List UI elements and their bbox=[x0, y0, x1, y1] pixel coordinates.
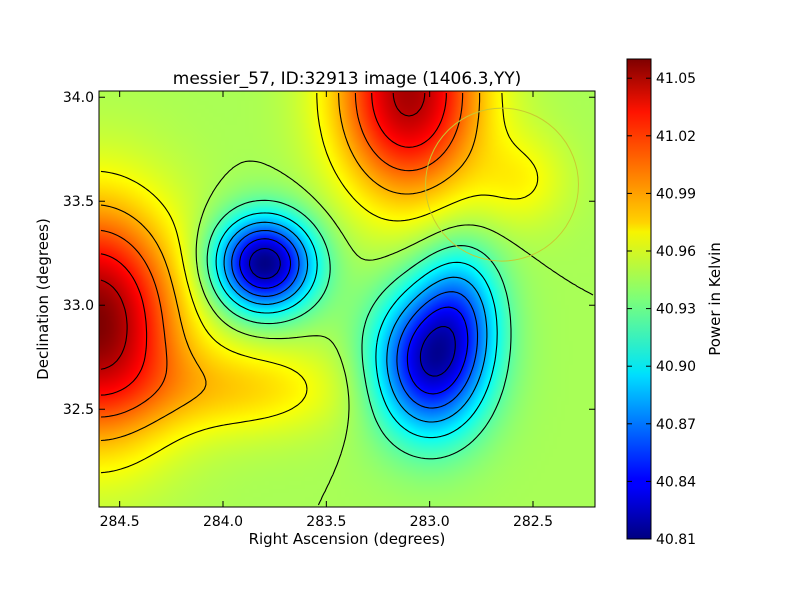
x-tick-label: 282.5 bbox=[513, 514, 553, 530]
contour-line bbox=[206, 199, 512, 460]
heatmap-image bbox=[99, 91, 595, 507]
contour-line bbox=[215, 212, 498, 439]
contour-line bbox=[231, 229, 479, 409]
colorbar-tick-label: 40.81 bbox=[656, 532, 696, 548]
contour-line bbox=[100, 92, 464, 418]
contour-line bbox=[100, 92, 447, 396]
contour-lines bbox=[100, 92, 594, 506]
colorbar: 40.81 40.84 40.87 40.90 40.93 40.96 40.99 41.02… bbox=[626, 58, 724, 548]
colorbar-tick-label: 40.96 bbox=[656, 244, 696, 260]
beam-circle bbox=[425, 107, 579, 262]
y-tick-label: 32.5 bbox=[63, 402, 94, 418]
contour-line bbox=[100, 92, 426, 370]
colorbar-tick-label: 40.99 bbox=[656, 186, 696, 202]
y-axis-label: Declination (degrees) bbox=[34, 218, 52, 380]
x-axis-label: Right Ascension (degrees) bbox=[249, 530, 446, 548]
colorbar-tick-label: 40.84 bbox=[656, 474, 696, 490]
y-axis-ticks: 32.5 33.0 33.5 34.0 bbox=[63, 90, 595, 418]
plot-area: 284.5 284.0 283.5 283.0 282.5 32.5 33.0 33.5 34… bbox=[63, 90, 596, 530]
colorbar-label: Power in Kelvin bbox=[706, 242, 724, 356]
contour-line bbox=[239, 238, 469, 395]
colorbar-tick-label: 41.02 bbox=[656, 129, 696, 145]
colorbar-tick-label: 41.05 bbox=[656, 71, 696, 87]
x-tick-label: 283.5 bbox=[306, 514, 346, 530]
contour-line bbox=[248, 247, 456, 377]
colorbar-tick-label: 40.87 bbox=[656, 417, 696, 433]
x-tick-label: 284.5 bbox=[100, 514, 140, 530]
chart-title: messier_57, ID:32913 image (1406.3,YY) bbox=[173, 69, 521, 89]
plot-frame bbox=[98, 90, 596, 508]
contour-line bbox=[223, 221, 488, 423]
contour-line bbox=[100, 92, 481, 442]
x-tick-label: 284.0 bbox=[203, 514, 243, 530]
colorbar-tick-label: 40.93 bbox=[656, 302, 696, 318]
contour-line bbox=[195, 160, 594, 506]
y-tick-label: 33.0 bbox=[63, 298, 94, 314]
x-tick-label: 283.0 bbox=[410, 514, 450, 530]
colorbar-tick-label: 40.90 bbox=[656, 359, 696, 375]
y-tick-label: 33.5 bbox=[63, 194, 94, 210]
x-axis-ticks: 284.5 284.0 283.5 283.0 282.5 bbox=[100, 91, 553, 530]
colorbar-gradient bbox=[626, 58, 652, 540]
y-tick-label: 34.0 bbox=[63, 90, 94, 106]
colorbar-ticks: 40.81 40.84 40.87 40.90 40.93 40.96 40.99 41.02… bbox=[627, 71, 696, 548]
contour-line bbox=[100, 92, 539, 474]
